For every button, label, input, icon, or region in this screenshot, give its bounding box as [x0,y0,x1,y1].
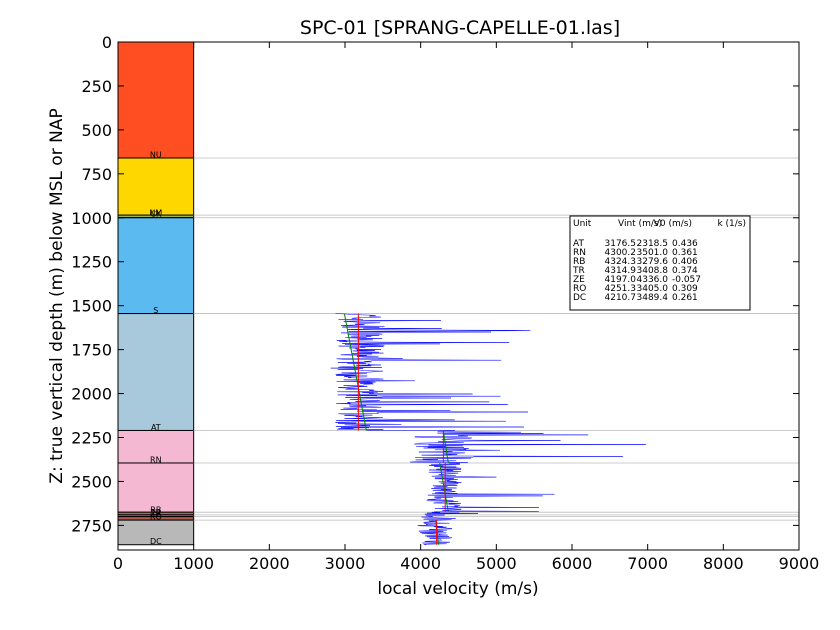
legend-v0: 3408.8 [637,266,669,276]
x-tick-label: 0 [113,554,123,573]
chart-title: SPC-01 [SPRANG-CAPELLE-01.las] [300,17,620,39]
x-axis: 0 1000 2000 3000 4000 5000 6000 7000 8000 9000 [113,42,819,573]
legend-k: 0.361 [672,248,698,258]
legend-unit: AT [573,239,584,249]
legend-box [569,215,751,311]
x-tick-label: 6000 [552,554,593,573]
legend-header: Vint (m/s) [618,219,662,229]
legend-v0: 3501.0 [637,248,669,258]
velocity-series [330,313,646,545]
legend-k: 0.261 [672,293,698,303]
unit-band-nm [117,157,195,216]
y-tick-label: 0 [102,33,112,52]
unit-band-nu [117,41,195,159]
unit-label: NM [149,209,162,218]
unit-label: NU [150,150,162,159]
unit-band-rn [117,429,195,464]
legend-vint: 4300.2 [605,248,637,258]
plot-frame [117,41,800,551]
unit-label: RB [150,506,161,515]
legend-unit: RN [573,248,586,258]
legend-header: Unit [573,219,592,229]
legend-unit: DC [573,293,586,303]
legend-k: 0.406 [672,257,698,267]
x-tick-label: 1000 [173,554,214,573]
legend-v0: 3279.6 [637,257,669,267]
unit-label: ZE [151,510,162,519]
legend-unit: TR [572,266,585,276]
legend-unit: RO [573,284,586,294]
y-tick-label: 1250 [71,253,112,272]
y-axis: 0 250 500 750 1000 1250 1500 1750 2000 2250 2500 27… [71,33,799,535]
legend-vint: 4324.3 [605,257,637,267]
unit-label: RN [150,455,162,464]
y-tick-label: 500 [81,121,112,140]
trend-line-at [343,313,367,431]
unit-label: RO [150,512,162,521]
legend-k: 0.309 [672,284,698,294]
legend-v0: 3489.4 [637,293,669,303]
x-tick-label: 4000 [400,554,441,573]
legend-v0: 3405.0 [637,284,669,294]
x-axis-label: local velocity (m/s) [377,579,538,599]
x-tick-label: 2000 [249,554,290,573]
unit-label: CK [150,209,162,218]
x-tick-label: 9000 [779,554,820,573]
x-tick-label: 7000 [627,554,668,573]
y-tick-label: 2500 [71,472,112,491]
x-tick-label: 8000 [703,554,744,573]
legend-k: 0.436 [672,239,698,249]
legend-v0: 4336.0 [637,275,669,285]
y-tick-label: 1750 [71,341,112,360]
legend-unit: RB [573,257,585,267]
unit-band-at [117,313,195,431]
legend-vint: 4197.0 [605,275,637,285]
unit-band-rb [117,462,195,513]
legend-vint: 4210.7 [605,293,637,303]
unit-band-s [117,217,195,315]
y-tick-label: 750 [81,165,112,184]
x-tick-label: 5000 [476,554,517,573]
unit-label: S [153,306,158,315]
y-tick-label: 1000 [71,209,112,228]
x-tick-label: 3000 [325,554,366,573]
legend-header: k (1/s) [717,219,746,229]
y-axis-label: Z: true vertical depth (m) below MSL or … [47,108,67,483]
lithology-column [117,41,195,546]
legend-header: V0 (m/s) [654,219,692,229]
legend-vint: 4251.3 [605,284,637,294]
fit-lines [343,313,449,545]
boundary-lines [193,157,799,521]
legend-vint: 4314.9 [605,266,637,276]
y-tick-label: 2750 [71,516,112,535]
y-tick-label: 1500 [71,297,112,316]
legend-vint: 3176.5 [605,239,637,249]
legend-table: Unit Vint (m/s)V0 (m/s) k (1/s) AT 3176.5 231… [569,215,751,311]
unit-label: TR [150,508,162,517]
unit-label: AT [151,423,161,432]
y-tick-label: 2250 [71,429,112,448]
velocity-log [330,313,646,545]
legend-k: 0.374 [672,266,698,276]
trend-line-rn [442,430,449,464]
legend-v0: 2318.5 [637,239,669,249]
unit-label: DC [150,537,162,546]
y-tick-label: 250 [81,77,112,96]
legend-k: -0.057 [672,275,701,285]
legend-unit: ZE [573,275,585,285]
y-tick-label: 2000 [71,385,112,404]
trend-line-rb [439,462,449,513]
